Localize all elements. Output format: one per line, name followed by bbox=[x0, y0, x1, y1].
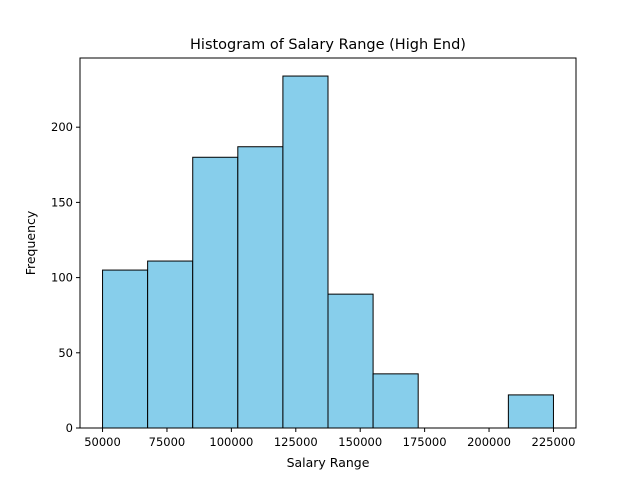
y-axis-ticks: 0 50 100 150 200 bbox=[51, 120, 80, 435]
histogram-bar-1 bbox=[147, 260, 194, 429]
histogram-bar-2 bbox=[192, 156, 239, 429]
x-axis-ticks: 50000 75000 100000 125000 150000 175000 200000… bbox=[84, 428, 575, 449]
histogram-bar-9 bbox=[507, 394, 554, 429]
x-tick-label: 75000 bbox=[149, 435, 186, 449]
y-tick-label: 200 bbox=[51, 120, 73, 134]
plot-frame bbox=[79, 57, 577, 429]
x-tick-label: 50000 bbox=[84, 435, 121, 449]
x-tick-label: 175000 bbox=[403, 435, 447, 449]
chart-title: Histogram of Salary Range (High End) bbox=[190, 37, 466, 53]
x-tick-label: 150000 bbox=[338, 435, 382, 449]
y-tick-label: 100 bbox=[51, 271, 73, 285]
histogram-bars bbox=[102, 75, 554, 429]
x-tick-label: 125000 bbox=[274, 435, 318, 449]
histogram-bar-5 bbox=[327, 293, 374, 429]
histogram-bar-6 bbox=[372, 373, 419, 429]
x-tick-label: 225000 bbox=[532, 435, 576, 449]
y-axis-label: Frequency bbox=[23, 210, 38, 275]
histogram-bar-4 bbox=[282, 75, 329, 429]
y-tick-label: 150 bbox=[51, 195, 73, 209]
y-tick-label: 0 bbox=[66, 421, 73, 435]
x-tick-label: 200000 bbox=[467, 435, 511, 449]
y-tick-label: 50 bbox=[58, 346, 73, 360]
x-tick-label: 100000 bbox=[209, 435, 253, 449]
x-axis-label: Salary Range bbox=[287, 455, 370, 470]
histogram-bar-3 bbox=[237, 146, 284, 429]
histogram-bar-0 bbox=[102, 269, 149, 429]
